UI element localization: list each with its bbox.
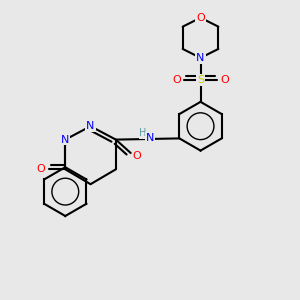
Text: N: N: [61, 135, 70, 145]
Text: O: O: [37, 164, 45, 174]
Text: N: N: [146, 133, 154, 142]
Text: O: O: [220, 75, 229, 85]
Text: S: S: [197, 75, 204, 85]
Text: O: O: [133, 151, 142, 161]
Text: N: N: [86, 121, 95, 131]
Text: O: O: [196, 13, 205, 23]
Text: O: O: [172, 75, 181, 85]
Text: H: H: [140, 128, 147, 138]
Text: N: N: [196, 53, 205, 63]
